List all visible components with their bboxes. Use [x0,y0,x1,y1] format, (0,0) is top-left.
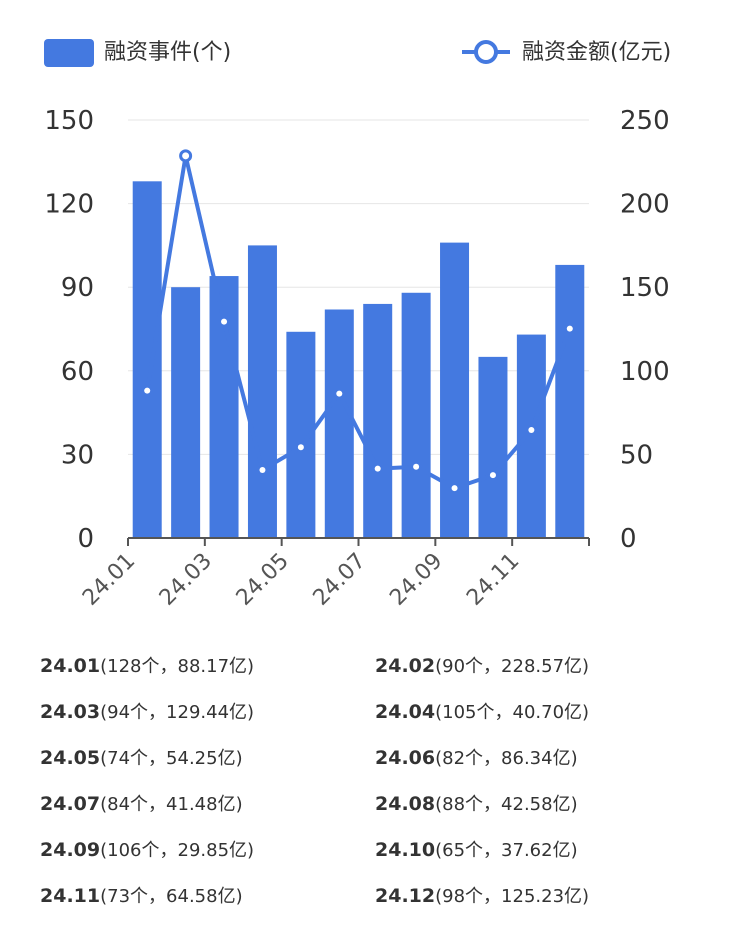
y-left-tick-label: 120 [44,190,94,220]
summary-month: 24.04 [375,701,436,723]
bar [478,356,508,538]
x-tick-label: 24.11 [462,549,524,611]
y-right-tick-label: 150 [620,273,670,303]
summary-month: 24.03 [40,701,101,723]
legend-line-marker [474,40,498,64]
summary-item: 24.04(105个，40.70亿) [375,698,710,744]
bar [516,334,546,538]
summary-month: 24.10 [375,839,436,861]
x-tick-label: 24.03 [155,549,217,611]
line-point [336,390,343,397]
line-series [144,149,573,492]
summary-month: 24.05 [40,747,101,769]
summary-detail: (65个，37.62亿) [435,840,578,861]
summary-list: 24.01(128个，88.17亿) 24.02(90个，228.57亿) 24.0… [40,652,720,928]
summary-item: 24.12(98个，125.23亿) [375,882,710,928]
grid [128,119,589,455]
summary-month: 24.06 [375,747,436,769]
y-right-tick-label: 50 [620,440,653,470]
summary-item: 24.11(73个，64.58亿) [40,882,375,928]
line-point [413,463,420,470]
summary-month: 24.12 [375,885,436,907]
bar [247,245,277,538]
summary-item: 24.03(94个，129.44亿) [40,698,375,744]
y-left-tick-label: 30 [61,440,94,470]
summary-row: 24.07(84个，41.48亿) 24.08(88个，42.58亿) [40,790,720,836]
summary-detail: (82个，86.34亿) [435,748,578,769]
summary-item: 24.09(106个，29.85亿) [40,836,375,882]
y-left-tick-label: 150 [44,106,94,136]
line-point [221,318,228,325]
line-point [259,466,266,473]
legend: 融资事件(个) 融资金额(亿元) [44,39,671,67]
summary-item: 24.10(65个，37.62亿) [375,836,710,882]
summary-item: 24.05(74个，54.25亿) [40,744,375,790]
y-left-tick-label: 60 [61,357,94,387]
line-point [451,485,458,492]
line-point [297,444,304,451]
summary-detail: (94个，129.44亿) [100,702,255,723]
bar-series [132,181,585,538]
y-right-tick-label: 250 [620,106,670,136]
y-right-tick-label: 100 [620,357,670,387]
y-left-tick-label: 0 [77,524,94,554]
summary-detail: (105个，40.70亿) [435,702,590,723]
bar [401,292,431,538]
y-right-tick-label: 0 [620,524,637,554]
y-axis-right: 0 50 100 150 200 250 [620,106,670,554]
bar [171,287,201,538]
x-axis: 24.01 24.03 24.05 24.07 24.09 24.11 [78,537,590,611]
summary-row: 24.01(128个，88.17亿) 24.02(90个，228.57亿) [40,652,720,698]
summary-row: 24.11(73个，64.58亿) 24.12(98个，125.23亿) [40,882,720,928]
x-tick-label: 24.09 [385,549,447,611]
bar [363,303,393,538]
summary-detail: (106个，29.85亿) [100,840,255,861]
summary-detail: (84个，41.48亿) [100,794,243,815]
bar [132,181,162,538]
combo-chart: 融资事件(个) 融资金额(亿元) 0 30 60 90 120 150 0 50 100 150… [44,39,671,611]
summary-month: 24.11 [40,885,101,907]
y-left-tick-label: 90 [61,273,94,303]
summary-row: 24.05(74个，54.25亿) 24.06(82个，86.34亿) [40,744,720,790]
line-point [566,325,573,332]
summary-item: 24.08(88个，42.58亿) [375,790,710,836]
summary-month: 24.01 [40,655,101,677]
bar [440,242,470,538]
line-point [144,387,151,394]
summary-item: 24.06(82个，86.34亿) [375,744,710,790]
summary-month: 24.09 [40,839,101,861]
bar [555,264,585,538]
line-path [145,153,572,491]
legend-bar-label: 融资事件(个) [104,40,231,65]
summary-detail: (88个，42.58亿) [435,794,578,815]
legend-line-label: 融资金额(亿元) [522,40,671,65]
summary-month: 24.02 [375,655,436,677]
summary-item: 24.07(84个，41.48亿) [40,790,375,836]
x-tick-label: 24.05 [232,549,294,611]
line-point-max [179,149,193,163]
line-point [374,465,381,472]
x-tick-label: 24.07 [309,549,371,611]
line-point [489,472,496,479]
summary-row: 24.09(106个，29.85亿) 24.10(65个，37.62亿) [40,836,720,882]
summary-detail: (128个，88.17亿) [100,656,255,677]
summary-detail: (90个，228.57亿) [435,656,590,677]
bar [324,309,354,538]
summary-month: 24.07 [40,793,101,815]
y-axis-left: 0 30 60 90 120 150 [44,106,94,554]
summary-detail: (73个，64.58亿) [100,886,243,907]
summary-detail: (98个，125.23亿) [435,886,590,907]
y-right-tick-label: 200 [620,190,670,220]
summary-item: 24.01(128个，88.17亿) [40,652,375,698]
summary-item: 24.02(90个，228.57亿) [375,652,710,698]
summary-row: 24.03(94个，129.44亿) 24.04(105个，40.70亿) [40,698,720,744]
legend-bar-swatch [44,39,94,67]
summary-detail: (74个，54.25亿) [100,748,243,769]
line-point [528,427,535,434]
summary-month: 24.08 [375,793,436,815]
x-tick-label: 24.01 [78,549,140,611]
